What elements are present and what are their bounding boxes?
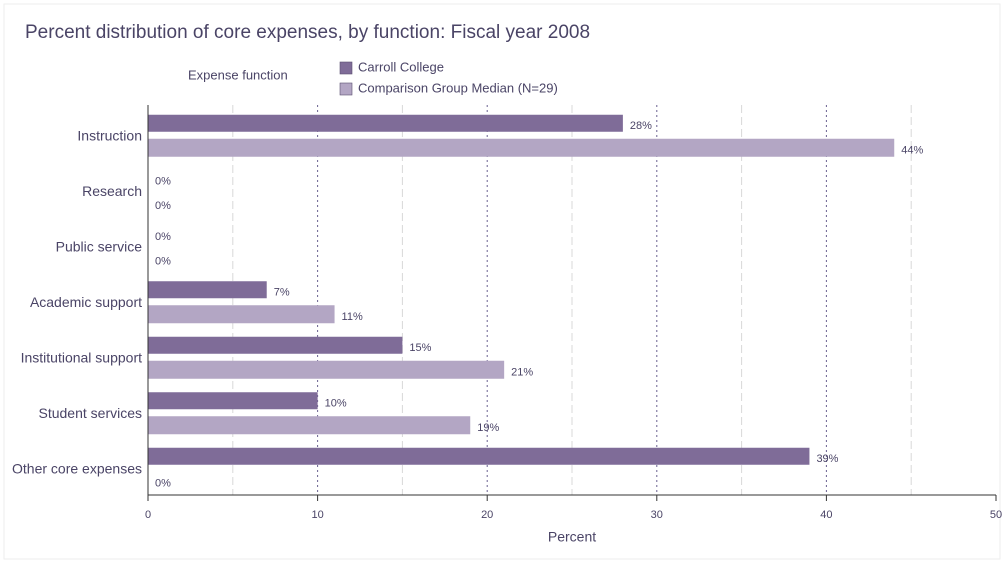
y-axis-label: Expense function: [188, 67, 288, 82]
bar: [148, 447, 810, 465]
bar: [148, 392, 318, 410]
value-label: 39%: [816, 453, 838, 465]
legend-swatch: [339, 61, 353, 75]
y-tick-label: Research: [82, 183, 142, 199]
value-label: 10%: [325, 398, 347, 410]
value-label: 28%: [630, 120, 652, 132]
value-label: 21%: [511, 367, 533, 379]
x-tick-label: 10: [311, 509, 323, 521]
bar: [148, 138, 895, 157]
x-axis-label: Percent: [548, 529, 596, 545]
x-tick-label: 30: [651, 509, 663, 521]
x-tick-label: 50: [990, 509, 1002, 521]
value-label: 19%: [477, 422, 499, 434]
legend-label: Carroll College: [358, 59, 444, 74]
bar: [148, 416, 471, 435]
y-tick-label: Instruction: [77, 127, 142, 143]
y-tick-label: Public service: [56, 238, 143, 254]
value-label: 0%: [155, 231, 171, 243]
x-tick-label: 20: [481, 509, 493, 521]
value-label: 0%: [155, 256, 171, 268]
bar: [148, 114, 623, 132]
value-label: 0%: [155, 478, 171, 490]
bar: [148, 360, 505, 379]
bar: [148, 336, 403, 354]
value-label: 15%: [409, 342, 431, 354]
value-label: 44%: [901, 145, 923, 157]
x-tick-label: 40: [820, 509, 832, 521]
legend-swatch: [339, 82, 353, 96]
value-label: 0%: [155, 176, 171, 188]
bar: [148, 305, 335, 324]
bar: [148, 281, 267, 299]
x-tick-label: 0: [145, 509, 151, 521]
value-label: 11%: [342, 311, 363, 323]
legend-label: Comparison Group Median (N=29): [358, 80, 558, 95]
y-tick-label: Institutional support: [21, 349, 143, 365]
y-tick-label: Student services: [39, 405, 143, 421]
chart-title: Percent distribution of core expenses, b…: [25, 22, 590, 43]
y-tick-label: Academic support: [30, 294, 142, 310]
y-tick-label: Other core expenses: [12, 460, 142, 476]
value-label: 0%: [155, 200, 171, 212]
value-label: 7%: [274, 287, 290, 299]
